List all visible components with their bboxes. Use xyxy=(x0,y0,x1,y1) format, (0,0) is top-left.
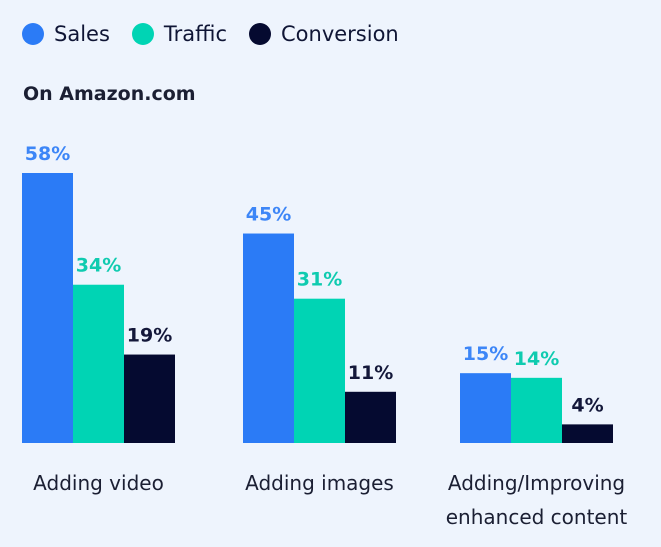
bar-sales-0 xyxy=(22,173,73,443)
bar-conversion-0 xyxy=(124,354,175,443)
data-label: 15% xyxy=(463,343,508,365)
data-label: 14% xyxy=(514,348,559,370)
bar-conversion-1 xyxy=(345,391,396,443)
bar-traffic-2 xyxy=(511,377,562,443)
data-label: 4% xyxy=(571,394,603,416)
category-label: Adding images xyxy=(245,471,394,495)
bar-traffic-1 xyxy=(294,298,345,443)
data-label: 19% xyxy=(127,325,172,347)
legend-swatch xyxy=(249,23,271,45)
category-label: Adding video xyxy=(33,471,164,495)
legend-item-sales: Sales xyxy=(22,22,110,46)
legend-label: Traffic xyxy=(163,22,227,46)
category-label: enhanced content xyxy=(446,505,628,529)
legend-label: Conversion xyxy=(281,22,399,46)
legend-swatch xyxy=(22,23,44,45)
bar-conversion-2 xyxy=(562,424,613,443)
legend-item-conversion: Conversion xyxy=(249,22,399,46)
legend-label: Sales xyxy=(54,22,110,46)
bar-traffic-0 xyxy=(73,284,124,443)
data-label: 31% xyxy=(297,269,342,291)
data-label: 11% xyxy=(348,362,393,384)
legend: Sales Traffic Conversion xyxy=(22,22,421,46)
chart-subtitle: On Amazon.com xyxy=(23,83,196,105)
legend-swatch xyxy=(131,23,154,45)
bar-sales-1 xyxy=(243,233,294,443)
legend-item-traffic: Traffic xyxy=(131,22,227,46)
data-label: 34% xyxy=(76,255,121,277)
bar-sales-2 xyxy=(460,373,511,443)
data-label: 58% xyxy=(25,143,70,165)
data-label: 45% xyxy=(246,204,291,226)
category-label: Adding/Improving xyxy=(448,471,625,495)
